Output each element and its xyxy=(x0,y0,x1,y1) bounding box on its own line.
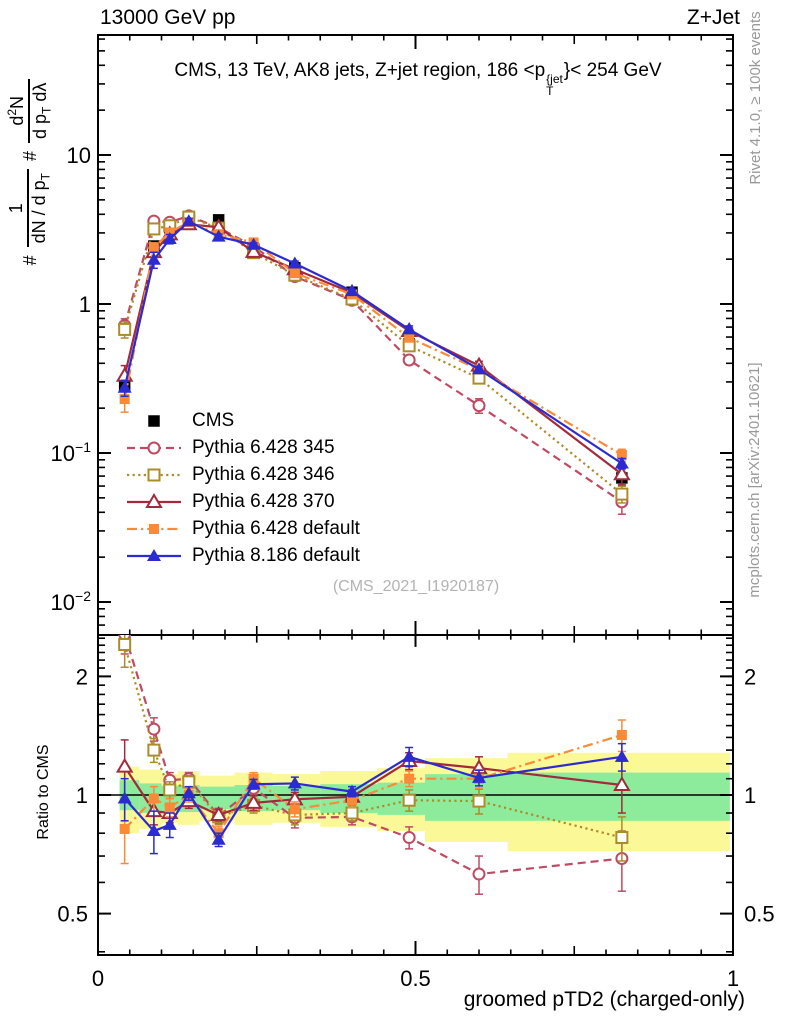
hash-symbol: # xyxy=(19,255,40,266)
svg-text:1: 1 xyxy=(79,292,91,317)
svg-text:10: 10 xyxy=(67,143,91,168)
svg-text:0.5: 0.5 xyxy=(57,902,88,927)
legend-item-pythia-6-428-370: Pythia 6.428 370 xyxy=(125,488,360,515)
svg-text:2: 2 xyxy=(744,664,756,689)
legend-marker-icon xyxy=(127,492,181,508)
frac1-den-sub: T xyxy=(38,173,53,181)
svg-text:1: 1 xyxy=(744,783,756,808)
legend: CMS Pythia 6.428 345 Pythia 6.428 346 Pythi… xyxy=(125,407,360,569)
legend-item-pythia-8-186-default: Pythia 8.186 default xyxy=(125,542,360,569)
frac2-num-pre: d xyxy=(6,115,27,126)
svg-text:10−1: 10−1 xyxy=(51,439,92,466)
svg-text:0: 0 xyxy=(92,966,104,991)
legend-item-cms: CMS xyxy=(125,407,360,434)
frac2-den-pre: d p xyxy=(29,113,50,139)
y-axis-frac-2: d2N d pT dλ xyxy=(4,78,54,143)
y-axis-title: # 1 dN / d pT # d2N d pT dλ xyxy=(0,22,60,322)
legend-marker-icon xyxy=(127,468,181,481)
svg-text:0.5: 0.5 xyxy=(400,966,431,991)
legend-label: Pythia 6.428 default xyxy=(192,517,360,539)
frac1-num: 1 xyxy=(6,169,30,248)
svg-text:2: 2 xyxy=(76,664,88,689)
mcplots-arxiv-note: mcplots.cern.ch [arXiv:2401.10621] xyxy=(746,362,763,598)
y-axis-frac-1: 1 dN / d pT xyxy=(6,169,53,248)
pt-jet-sup: {jet xyxy=(546,72,563,86)
legend-label: Pythia 6.428 370 xyxy=(192,490,335,512)
plot-title-suffix: }< 254 GeV xyxy=(563,60,662,81)
frac1-den: dN / d pT xyxy=(29,169,53,247)
process-label: Z+Jet xyxy=(686,6,740,29)
frac2-num: d2N xyxy=(4,78,30,143)
legend-item-pythia-6-428-345: Pythia 6.428 345 xyxy=(125,434,360,461)
main-panel-series xyxy=(115,209,631,515)
ratio-panel-series xyxy=(115,635,631,895)
analysis-watermark: (CMS_2021_I1920187) xyxy=(332,578,500,595)
x-axis-title: groomed pTD2 (charged-only) xyxy=(463,988,745,1011)
frac2-den-sub: T xyxy=(39,106,54,114)
legend-label: CMS xyxy=(192,409,235,431)
svg-text:1: 1 xyxy=(76,783,88,808)
plot-title: CMS, 13 TeV, AK8 jets, Z+jet region, 186… xyxy=(108,60,728,97)
legend-marker-icon xyxy=(127,523,181,534)
frac2-num-post: N xyxy=(6,95,27,109)
legend-label: Pythia 8.186 default xyxy=(192,544,360,566)
pt-jet-sub: T xyxy=(546,84,554,98)
series-pythia-8-186-default-ratio xyxy=(117,742,629,855)
series-pythia-8-186-default-main xyxy=(117,214,629,470)
legend-marker-icon xyxy=(127,441,181,454)
svg-text:10−2: 10−2 xyxy=(51,588,92,615)
svg-text:0.5: 0.5 xyxy=(744,902,775,927)
frac2-den-post: dλ xyxy=(29,82,50,107)
beam-energy-label: 13000 GeV pp xyxy=(100,6,236,29)
plot-title-text: CMS, 13 TeV, AK8 jets, Z+jet region, 186… xyxy=(174,60,546,81)
frac2-den: d pT dλ xyxy=(30,79,54,143)
hash-symbol-2: # xyxy=(19,150,40,161)
legend-item-pythia-6-428-default: Pythia 6.428 default xyxy=(125,515,360,542)
legend-marker-icon xyxy=(127,548,181,561)
ratio-axis-title: Ratio to CMS xyxy=(35,744,52,840)
legend-item-pythia-6-428-346: Pythia 6.428 346 xyxy=(125,461,360,488)
legend-label: Pythia 6.428 345 xyxy=(192,436,335,458)
frac2-num-sup: 2 xyxy=(4,108,19,116)
svg-text:1: 1 xyxy=(727,966,739,991)
frac1-den-text: dN / d p xyxy=(29,180,50,244)
rivet-version-note: Rivet 4.1.0, ≥ 100k events xyxy=(747,11,764,185)
legend-marker-icon xyxy=(148,414,160,427)
pt-jet-stack: {jet T xyxy=(546,73,563,97)
legend-label: Pythia 6.428 346 xyxy=(192,463,335,485)
